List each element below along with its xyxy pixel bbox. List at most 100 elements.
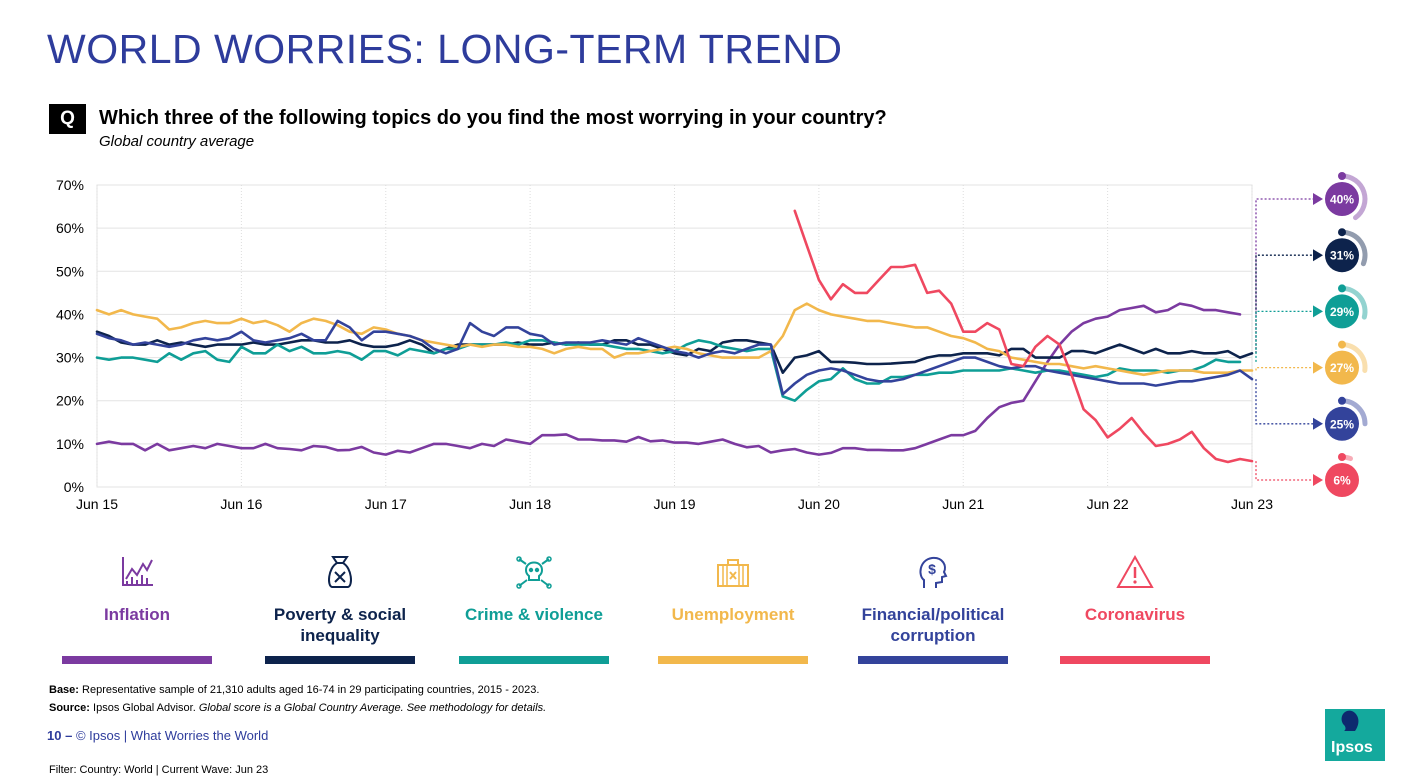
legend-swatch <box>658 656 808 664</box>
x-tick-label: Jun 15 <box>76 496 118 512</box>
series-line-unemployment <box>95 302 1254 377</box>
value-bubble-label: 29% <box>1330 305 1354 319</box>
legend-item-poverty: Poverty & social inequality <box>255 552 425 664</box>
y-tick-label: 60% <box>56 220 84 236</box>
ipsos-logo: Ipsos <box>1325 709 1385 761</box>
y-tick-label: 40% <box>56 306 84 322</box>
chart-trend-icon <box>122 557 153 586</box>
y-tick-label: 30% <box>56 350 84 366</box>
question-badge: Q <box>49 104 86 134</box>
connector-arrow <box>1313 305 1323 318</box>
question-text: Which three of the following topics do y… <box>99 107 887 129</box>
footer-base: Base: Representative sample of 21,310 ad… <box>49 684 539 696</box>
legend-label: Unemployment <box>671 605 795 624</box>
footer-base-text: Representative sample of 21,310 adults a… <box>82 684 540 696</box>
series-line-financial-political-corruption <box>95 319 1254 396</box>
legend-swatch <box>62 656 212 664</box>
legend-item-unemployment: Unemployment <box>648 552 818 664</box>
bubble-arc-dot <box>1338 284 1346 293</box>
head-dollar-icon: $ <box>919 556 948 588</box>
x-tick-label: Jun 17 <box>365 496 407 512</box>
page-number: 10 – <box>47 728 73 743</box>
bubble-arc-dot <box>1338 453 1346 461</box>
value-bubble-label: 25% <box>1330 417 1354 431</box>
legend-item-inflation: Inflation <box>52 552 222 664</box>
skull-icon <box>516 556 552 589</box>
svg-text:$: $ <box>928 561 936 577</box>
bubble-arc <box>1339 229 1368 267</box>
connector-line <box>1255 254 1315 354</box>
connector-arrow <box>1313 474 1323 486</box>
legend-label: Crime & violence <box>465 605 603 624</box>
series-line-inflation <box>95 302 1242 456</box>
value-bubble <box>1325 350 1359 385</box>
chart-end-labels: 40% 31% 29% 27% 25% 6% <box>1255 172 1368 497</box>
legend-label: Poverty & social inequality <box>273 605 407 645</box>
x-tick-label: Jun 21 <box>942 496 984 512</box>
legend-item-crime: Crime & violence <box>449 552 619 664</box>
footer-source-note: Global score is a Global Country Average… <box>198 702 547 714</box>
y-tick-label: 50% <box>56 263 84 279</box>
value-bubble <box>1325 406 1359 441</box>
series-line-coronavirus <box>793 209 1254 464</box>
bubble-arc-dot <box>1338 172 1346 180</box>
y-tick-label: 20% <box>56 393 84 409</box>
chart-series <box>95 209 1254 464</box>
y-tick-label: 10% <box>56 436 84 452</box>
y-tick-label: 70% <box>56 177 84 193</box>
x-tick-label: Jun 18 <box>509 496 551 512</box>
bubble-arc <box>1339 173 1368 221</box>
footer-source-label: Source: <box>49 702 90 714</box>
value-bubble-label: 31% <box>1330 249 1354 263</box>
x-tick-label: Jun 22 <box>1087 496 1129 512</box>
footer-source-text: Ipsos Global Advisor. <box>93 702 196 714</box>
legend-swatch <box>265 656 415 664</box>
legend-swatch <box>858 656 1008 664</box>
briefcase-icon <box>717 559 749 587</box>
series-line-poverty-social-inequality <box>95 330 1254 375</box>
footer-base-label: Base: <box>49 684 79 696</box>
footer-source: Source: Ipsos Global Advisor. Global sco… <box>49 702 546 714</box>
y-tick-label: 0% <box>64 479 84 495</box>
money-bag-icon <box>328 556 352 588</box>
chart-axes: 0% 10% 20% 30% 40% 50% 60% 70% Jun 15 Jun 16 Jun 1… <box>56 177 1273 512</box>
bubble-arc-dot <box>1338 228 1346 237</box>
x-tick-label: Jun 23 <box>1231 496 1273 512</box>
connector-line <box>1255 379 1315 425</box>
legend-swatch <box>1060 656 1210 664</box>
legend-label: Financial/political corruption <box>861 605 1005 645</box>
x-tick-label: Jun 19 <box>653 496 695 512</box>
value-bubble <box>1325 463 1359 497</box>
chart-subtitle: Global country average <box>99 133 255 150</box>
bubble-arc-dot <box>1338 340 1346 349</box>
x-tick-label: Jun 20 <box>798 496 840 512</box>
connector-arrow <box>1313 361 1323 374</box>
value-bubble <box>1325 238 1359 273</box>
value-bubble-label: 6% <box>1333 474 1351 488</box>
connector-line <box>1255 310 1315 362</box>
legend-item-corruption: $ Financial/political corruption <box>848 552 1018 664</box>
value-bubble-label: 40% <box>1330 193 1354 207</box>
connector-line <box>1255 366 1315 371</box>
legend-label: Inflation <box>103 605 171 624</box>
bubble-arc <box>1339 285 1368 320</box>
value-bubble <box>1325 294 1359 329</box>
connector-arrow <box>1313 417 1323 430</box>
connector-arrow <box>1313 193 1323 205</box>
footer-filter: Filter: Country: World | Current Wave: J… <box>49 764 269 776</box>
page-title: WORLD WORRIES: LONG-TERM TREND <box>47 26 843 72</box>
footer-page-text: © Ipsos | What Worries the World <box>75 728 269 743</box>
connector-line <box>1255 198 1315 315</box>
logo-text: Ipsos <box>1331 739 1373 756</box>
connector-line <box>1255 461 1315 481</box>
line-chart: 0% 10% 20% 30% 40% 50% 60% 70% Jun 15 Jun 16 Jun 1… <box>56 172 1368 512</box>
legend-swatch <box>459 656 609 664</box>
connector-arrow <box>1313 249 1323 262</box>
bubble-arc-dot <box>1338 396 1346 405</box>
x-tick-label: Jun 16 <box>220 496 262 512</box>
value-bubble-label: 27% <box>1330 361 1354 375</box>
footer-page: 10 – © Ipsos | What Worries the World <box>47 728 268 743</box>
legend-label: Coronavirus <box>1084 605 1186 624</box>
legend-item-coronavirus: Coronavirus <box>1050 552 1220 664</box>
value-bubble <box>1325 182 1359 216</box>
